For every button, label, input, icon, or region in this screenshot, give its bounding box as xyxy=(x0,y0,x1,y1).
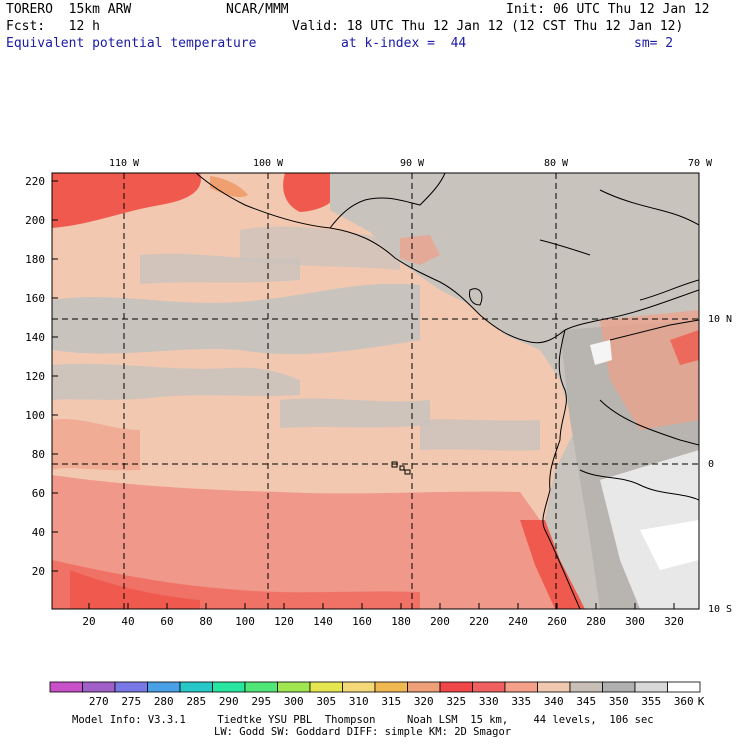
y-tick-label: 40 xyxy=(32,526,45,539)
coastlines xyxy=(195,173,699,609)
lon-label: 110 W xyxy=(109,158,140,169)
lon-label: 100 W xyxy=(253,158,284,169)
lat-label: 10 N xyxy=(708,314,732,325)
x-tick-label: 320 xyxy=(664,615,684,628)
colorbar-swatch xyxy=(179,681,213,693)
model-name: TORERO 15km ARW xyxy=(6,2,132,17)
colorbar-label: 295 xyxy=(251,695,271,708)
x-tick-label: 300 xyxy=(625,615,645,628)
smoothing-info: sm= 2 xyxy=(634,36,674,51)
y-tick-label: 80 xyxy=(32,448,45,461)
colorbar-label: 315 xyxy=(381,695,401,708)
colorbar-swatch xyxy=(634,681,668,693)
colorbar-swatch xyxy=(569,681,603,693)
y-tick-label: 100 xyxy=(25,409,45,422)
colorbar-swatch xyxy=(309,681,343,693)
x-tick-label: 220 xyxy=(469,615,489,628)
colorbar-label: 330 xyxy=(479,695,499,708)
x-tick-label: 60 xyxy=(160,615,173,628)
x-tick-label: 80 xyxy=(199,615,212,628)
colorbar-label: 320 xyxy=(414,695,434,708)
lon-label: 80 W xyxy=(544,158,569,169)
y-tick-label: 160 xyxy=(25,292,45,305)
x-tick-label: 240 xyxy=(508,615,528,628)
organization: NCAR/MMM xyxy=(226,2,289,17)
plot-frame xyxy=(51,172,700,610)
valid-time: Valid: 18 UTC Thu 12 Jan 12 (12 CST Thu … xyxy=(292,19,684,34)
y-tick-label: 20 xyxy=(32,565,45,578)
init-time: Init: 06 UTC Thu 12 Jan 12 xyxy=(506,2,710,17)
graticule xyxy=(52,173,699,609)
colorbar-label: 360 xyxy=(674,695,694,708)
colorbar-swatch xyxy=(114,681,148,693)
colorbar-label: 275 xyxy=(121,695,141,708)
colorbar-label: 335 xyxy=(511,695,531,708)
y-tick-label: 60 xyxy=(32,487,45,500)
colorbar-swatch xyxy=(439,681,473,693)
colorbar-label: 290 xyxy=(219,695,239,708)
colorbar-label: 270 xyxy=(89,695,109,708)
model-info: Model Info: V3.3.1 Tiedtke YSU PBL Thomp… xyxy=(72,714,654,726)
colorbar-label: 300 xyxy=(284,695,304,708)
colorbar-swatch xyxy=(342,681,376,693)
field-name: Equivalent potential temperature xyxy=(6,36,257,51)
theta-e-field xyxy=(52,173,699,609)
x-tick-label: 100 xyxy=(235,615,255,628)
lat-label: 0 xyxy=(708,459,714,470)
y-tick-label: 120 xyxy=(25,370,45,383)
x-tick-label: 40 xyxy=(121,615,134,628)
colorbar-label: 325 xyxy=(446,695,466,708)
y-tick-label: 180 xyxy=(25,253,45,266)
x-tick-label: 120 xyxy=(274,615,294,628)
longitude-labels: 110 W 100 W 90 W 80 W 70 W xyxy=(109,158,713,169)
lon-label: 70 W xyxy=(688,158,713,169)
colorbar-swatch xyxy=(537,681,571,693)
lon-label: 90 W xyxy=(400,158,425,169)
colorbar-swatch xyxy=(667,681,701,693)
x-tick-labels: 20 40 60 80 100 120 140 160 180 200 220 … xyxy=(82,615,684,628)
x-tick-label: 180 xyxy=(391,615,411,628)
colorbar-swatch xyxy=(212,681,246,693)
latitude-labels: 10 N 0 10 S xyxy=(708,314,732,615)
y-tick-label: 220 xyxy=(25,175,45,188)
forecast-hour: Fcst: 12 h xyxy=(6,19,100,34)
colorbar-label: 310 xyxy=(349,695,369,708)
colorbar-swatch xyxy=(49,681,83,693)
x-tick-label: 20 xyxy=(82,615,95,628)
x-tick-label: 200 xyxy=(430,615,450,628)
colorbar-swatch xyxy=(374,681,408,693)
colorbar-swatch xyxy=(407,681,441,693)
colorbar-unit: K xyxy=(698,695,705,708)
y-tick-label: 140 xyxy=(25,331,45,344)
level-info: at k-index = 44 xyxy=(341,36,467,51)
colorbar-label: 350 xyxy=(609,695,629,708)
colorbar-label: 285 xyxy=(186,695,206,708)
colorbar-swatch xyxy=(82,681,116,693)
colorbar-labels: 270 275 280 285 290 295 300 305 310 315 320 325 330 3… xyxy=(89,695,694,708)
colorbar xyxy=(49,681,701,693)
x-tick-label: 260 xyxy=(547,615,567,628)
physics-info: LW: Godd SW: Goddard DIFF: simple KM: 2D… xyxy=(214,726,512,738)
y-tick-labels: 220 200 180 160 140 120 100 80 60 40 20 xyxy=(25,175,45,578)
colorbar-label: 305 xyxy=(316,695,336,708)
colorbar-swatch xyxy=(244,681,278,693)
colorbar-swatch xyxy=(147,681,181,693)
y-tick-label: 200 xyxy=(25,214,45,227)
colorbar-swatch xyxy=(504,681,538,693)
colorbar-label: 345 xyxy=(576,695,596,708)
x-tick-label: 160 xyxy=(352,615,372,628)
x-tick-label: 140 xyxy=(313,615,333,628)
colorbar-swatch xyxy=(472,681,506,693)
lat-label: 10 S xyxy=(708,604,732,615)
colorbar-label: 355 xyxy=(641,695,661,708)
colorbar-label: 340 xyxy=(544,695,564,708)
x-tick-label: 280 xyxy=(586,615,606,628)
colorbar-swatch xyxy=(602,681,636,693)
colorbar-label: 280 xyxy=(154,695,174,708)
colorbar-swatch xyxy=(277,681,311,693)
